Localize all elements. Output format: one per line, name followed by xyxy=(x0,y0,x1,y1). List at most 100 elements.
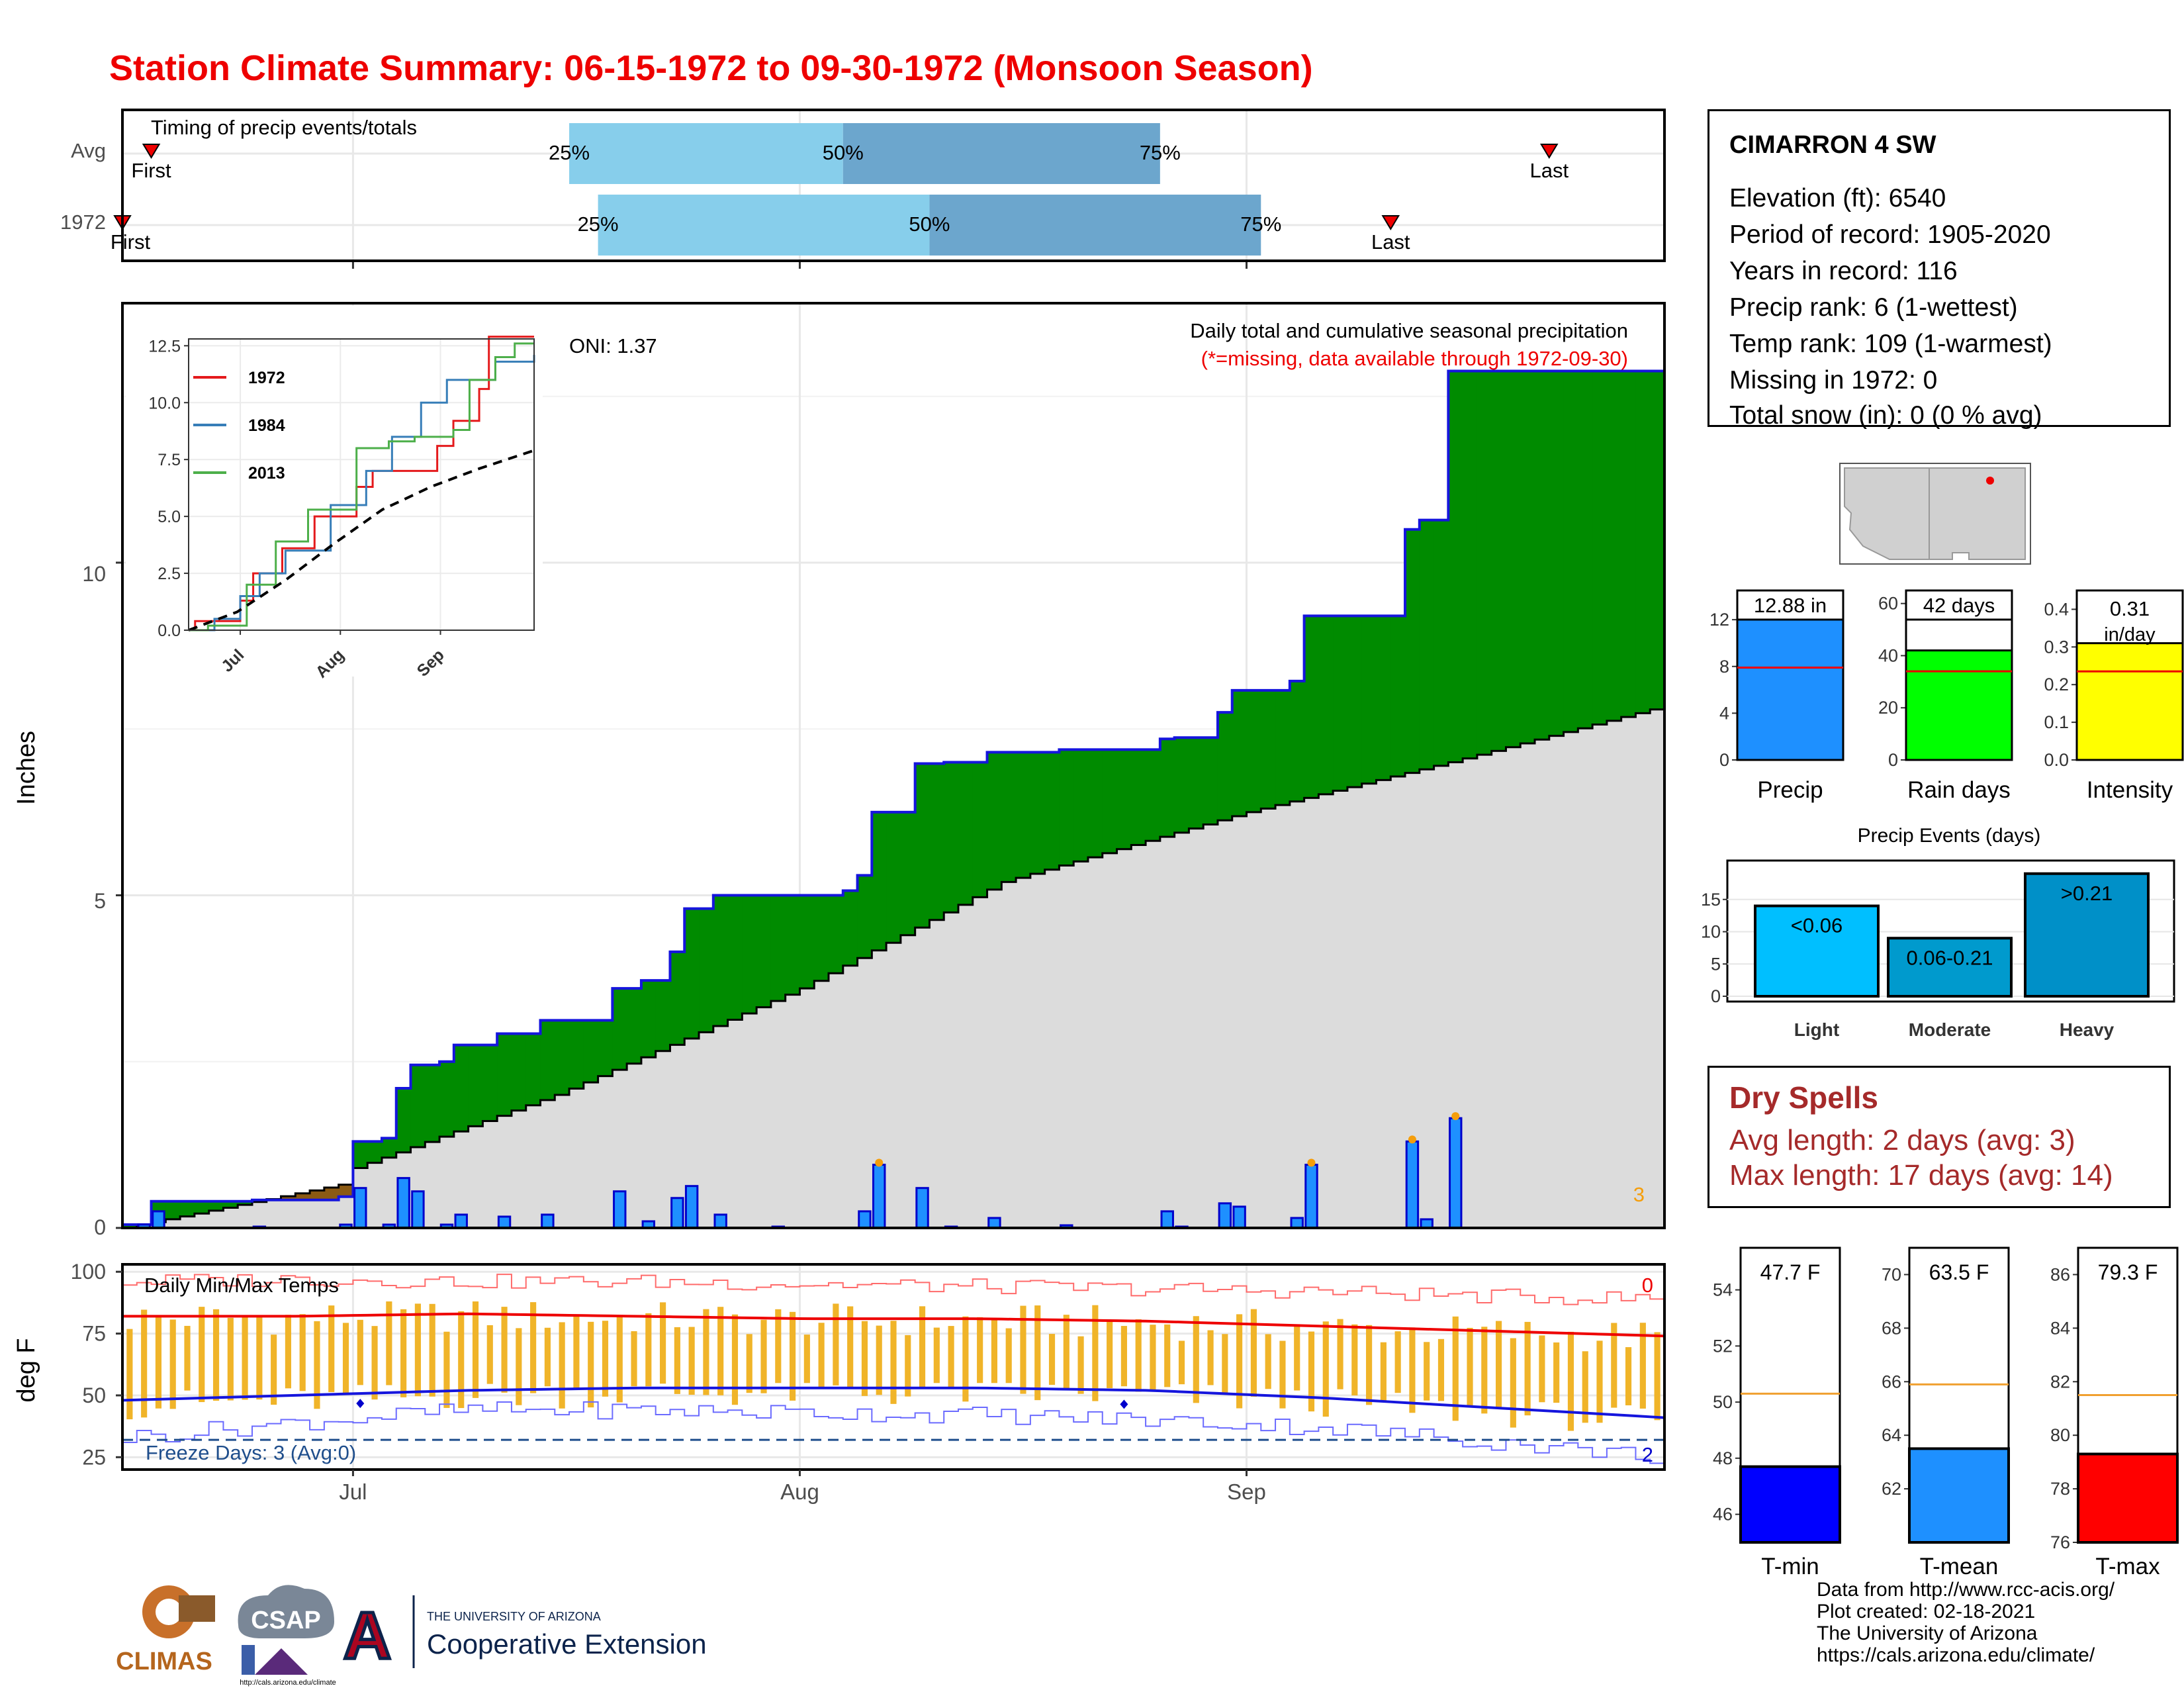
tempbar-name-T-max: T-max xyxy=(2095,1554,2160,1579)
tempbar-T-mean xyxy=(1908,1447,2010,1544)
departure-segment xyxy=(684,908,700,1039)
tempbar-value-label: 47.7 F xyxy=(1760,1260,1821,1284)
missing-note: (*=missing, data available through 1972-… xyxy=(1201,347,1628,370)
daily-temp-bar xyxy=(1207,1330,1214,1385)
ua-small-text: THE UNIVERSITY OF ARIZONA xyxy=(427,1610,601,1623)
summary-y-tick: 0.2 xyxy=(2044,675,2069,694)
departure-segment xyxy=(194,1201,210,1214)
station-name: CIMARRON 4 SW xyxy=(1729,131,1936,159)
dry-spells-max: Max length: 17 days (avg: 14) xyxy=(1729,1159,2113,1192)
departure-segment xyxy=(1347,616,1363,788)
departure-segment xyxy=(310,1190,325,1200)
summary-value-label: 0.31 xyxy=(2110,597,2150,620)
timing-q75-label: 75% xyxy=(1240,212,1281,236)
summary-name-Rain days: Rain days xyxy=(1907,777,2011,803)
timing-last-label: Last xyxy=(1529,159,1569,182)
events-y-tick: 5 xyxy=(1711,954,1721,974)
departure-segment xyxy=(670,951,685,1045)
daily-temp-bar xyxy=(948,1326,954,1389)
inset-background xyxy=(126,306,543,677)
daily-precip-bar xyxy=(1218,1202,1232,1229)
inset-legend-label: 2013 xyxy=(248,464,285,483)
departure-segment xyxy=(770,895,786,1002)
temp-y-tick: 25 xyxy=(82,1445,106,1469)
record-low-marker xyxy=(356,1399,365,1409)
daily-temp-bar xyxy=(342,1323,349,1395)
tempbar-y-tick: 54 xyxy=(1713,1280,1733,1300)
daily-temp-bar xyxy=(602,1321,609,1397)
departure-segment xyxy=(1001,752,1017,882)
summary-name-Precip: Precip xyxy=(1757,777,1823,803)
summary-bar-Intensity xyxy=(2075,642,2184,761)
credit-plot-created: Plot created: 02-18-2021 xyxy=(1817,1601,2036,1622)
departure-segment xyxy=(1419,520,1435,770)
departure-segment xyxy=(439,1061,455,1137)
daily-temp-bar xyxy=(660,1302,666,1384)
extreme-event-marker xyxy=(1307,1158,1316,1167)
temp-caption: Daily Min/Max Temps xyxy=(144,1274,339,1297)
daily-temp-bar xyxy=(414,1303,421,1397)
departure-segment xyxy=(569,1020,584,1089)
station-missing: Missing in 1972: 0 xyxy=(1729,366,1938,395)
departure-segment xyxy=(338,1184,354,1197)
tempbar-name-T-mean: T-mean xyxy=(1920,1554,1999,1579)
corner-count: 3 xyxy=(1633,1183,1645,1206)
events-bar-label: 0.06-0.21 xyxy=(1907,946,1993,969)
daily-precip-bar xyxy=(613,1190,627,1229)
inset-frame xyxy=(188,338,535,631)
timing-first-marker xyxy=(142,144,161,159)
departure-segment xyxy=(1563,371,1578,732)
daily-temp-bar xyxy=(227,1317,234,1401)
departure-segment xyxy=(1275,690,1291,806)
timing-last-marker xyxy=(1540,144,1559,159)
departure-segment xyxy=(180,1201,195,1217)
summary-y-tick: 0.1 xyxy=(2044,712,2069,732)
daily-temp-bar xyxy=(242,1317,248,1400)
temp-lines xyxy=(122,1274,1665,1464)
temp-y-ticks: 25 50 75 100 xyxy=(71,1260,122,1469)
departure-segment xyxy=(324,1188,340,1200)
timing-frame xyxy=(121,109,1666,262)
summary-y-tick: 60 xyxy=(1878,594,1898,614)
precip-events-chart: 0 5 10 15 <0.06 Light 0.06-0.21 Moderate >0.21 He… xyxy=(1701,859,2175,1040)
daily-precip-bar xyxy=(152,1210,165,1229)
departure-segment xyxy=(612,988,627,1070)
departure-segment xyxy=(165,1201,181,1219)
daily-temp-bar xyxy=(271,1335,277,1405)
daily-temp-bar xyxy=(1034,1305,1041,1401)
station-info-box: CIMARRON 4 SW Elevation (ft): 6540 Perio… xyxy=(1707,109,2171,430)
daily-temp-bar xyxy=(803,1335,810,1383)
daily-precip-bar xyxy=(1405,1140,1420,1229)
daily-precip-bar xyxy=(396,1177,410,1229)
departure-segment xyxy=(223,1201,238,1208)
departure-segment xyxy=(1405,529,1420,773)
temp-y-tick: 75 xyxy=(82,1322,106,1346)
timing-panel: 25% 50% 75% First Last 25% 50% 75% First Last Tim… xyxy=(60,109,1666,269)
daily-precip-bar xyxy=(915,1187,929,1229)
departure-segment xyxy=(727,895,743,1020)
daily-temp-bar xyxy=(962,1316,969,1402)
summary-bar-Precip xyxy=(1736,608,1844,761)
departure-segment xyxy=(381,1138,397,1158)
station-period: Period of record: 1905-2020 xyxy=(1729,220,2051,249)
daily-temp-bar xyxy=(1063,1315,1069,1389)
departure-segment xyxy=(1217,712,1233,821)
daily-temp-bar xyxy=(1496,1321,1502,1409)
daily-temp-bar xyxy=(905,1335,911,1397)
departure-segment xyxy=(1491,371,1507,751)
events-bar-Heavy xyxy=(2024,872,2150,998)
departure-segment xyxy=(1578,371,1593,729)
record-high-line xyxy=(122,1274,1665,1305)
departure-segment xyxy=(396,1088,412,1152)
daily-temp-bar xyxy=(760,1319,767,1393)
precip-events-panel: Precip Events (days) 0 5 10 15 <0.06 Light 0.0… xyxy=(1701,825,2175,1040)
departure-segment xyxy=(1059,749,1074,866)
daily-precip-bar xyxy=(987,1217,1001,1229)
daily-temp-bar xyxy=(1394,1331,1401,1393)
daily-temp-bar xyxy=(1337,1319,1343,1389)
departure-segment xyxy=(525,1033,541,1105)
daily-temp-bar xyxy=(1164,1324,1171,1387)
departure-segment xyxy=(1448,371,1463,763)
departure-segment xyxy=(367,1141,383,1163)
inset-y-tick: 5.0 xyxy=(158,508,181,526)
